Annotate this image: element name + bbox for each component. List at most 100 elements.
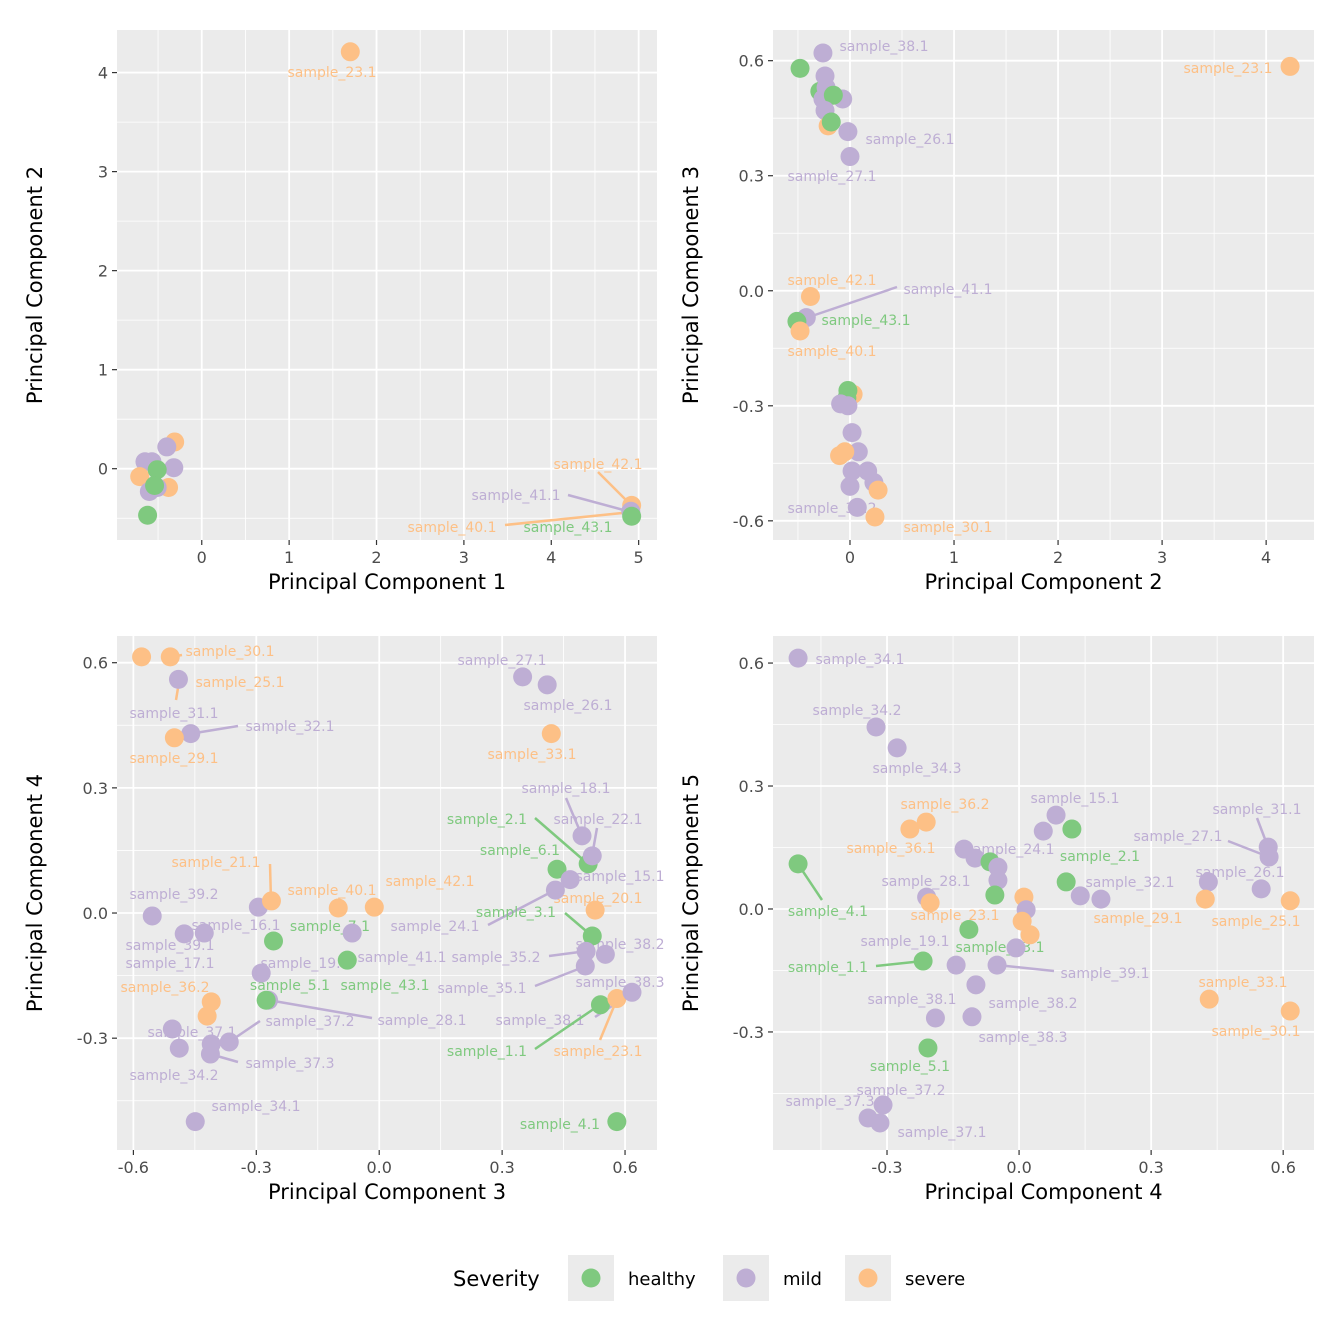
- data-point-healthy: [788, 854, 808, 874]
- data-point-mild: [1006, 938, 1026, 958]
- data-point-mild: [988, 857, 1008, 877]
- data-point-severe: [340, 42, 360, 62]
- data-point-mild: [1070, 886, 1090, 906]
- y-tick-label: 0.6: [739, 654, 764, 673]
- x-tick-label: 3: [1157, 548, 1167, 567]
- point-label: sample_28.1: [881, 874, 970, 890]
- point-label: sample_5.1: [250, 978, 330, 994]
- data-point-healthy: [913, 951, 933, 971]
- point-label: sample_22.1: [553, 812, 642, 828]
- label-leader-line: [267, 998, 373, 1020]
- data-point-healthy: [622, 506, 642, 526]
- x-tick-label: -0.6: [118, 1158, 149, 1177]
- point-label: sample_16.1: [191, 918, 280, 934]
- point-label: sample_34.1: [815, 652, 904, 668]
- point-label: sample_35.1: [437, 981, 526, 997]
- x-axis-title: Principal Component 2: [924, 570, 1162, 594]
- point-label: sample_36.2: [900, 797, 989, 813]
- data-point-mild: [181, 724, 201, 744]
- data-point-healthy: [985, 885, 1005, 905]
- data-point-healthy: [256, 990, 276, 1010]
- x-tick-label: -0.3: [241, 1158, 272, 1177]
- x-tick-label: 0.3: [489, 1158, 514, 1177]
- data-point-mild: [842, 461, 862, 481]
- point-label: sample_37.3: [785, 1094, 874, 1110]
- data-point-severe: [865, 507, 885, 527]
- point-label: sample_21.1: [171, 855, 260, 871]
- point-label: sample_37.2: [265, 1014, 354, 1030]
- point-label: sample_38.1: [867, 992, 956, 1008]
- data-point-mild: [162, 1019, 182, 1039]
- y-tick-label: 0.6: [83, 654, 108, 673]
- x-tick-label: 0.6: [1270, 1158, 1295, 1177]
- data-point-mild: [582, 846, 602, 866]
- data-point-severe: [1280, 56, 1300, 76]
- y-tick-label: 3: [98, 163, 108, 182]
- data-point-severe: [1280, 891, 1300, 911]
- data-point-severe: [916, 812, 936, 832]
- point-label: sample_3.1: [476, 905, 556, 921]
- data-point-mild: [174, 924, 194, 944]
- x-tick-label: 1: [949, 548, 959, 567]
- point-label: sample_23.1: [287, 65, 376, 81]
- data-point-mild: [848, 442, 868, 462]
- point-label: sample_26.1: [865, 132, 954, 148]
- data-point-healthy: [918, 1038, 938, 1058]
- point-label: sample_6.1: [480, 843, 560, 859]
- point-label: sample_4.1: [520, 1117, 600, 1133]
- label-leader-line: [567, 493, 632, 514]
- x-tick-label: 4: [546, 548, 556, 567]
- point-label: sample_18.1: [521, 781, 610, 797]
- data-point-mild: [842, 423, 862, 443]
- plot-background: [773, 636, 1314, 1150]
- data-point-mild: [838, 396, 858, 416]
- data-point-healthy: [821, 112, 841, 132]
- plot-background: [117, 636, 657, 1150]
- data-point-mild: [157, 437, 177, 457]
- point-label: sample_34.1: [211, 1099, 300, 1115]
- point-label: sample_38.1: [495, 1013, 584, 1029]
- point-label: sample_29.1: [129, 751, 218, 767]
- data-point-healthy: [145, 476, 165, 496]
- data-point-severe: [364, 897, 384, 917]
- data-point-healthy: [959, 919, 979, 939]
- legend-title: Severity: [453, 1267, 540, 1291]
- data-point-healthy: [582, 926, 602, 946]
- point-label: sample_41.1: [471, 488, 560, 504]
- point-label: sample_42.1: [553, 457, 642, 473]
- legend-symbol-healthy: [581, 1268, 601, 1288]
- x-axis-title: Principal Component 4: [924, 1180, 1162, 1204]
- panel-4: -0.3 0.0 0.3 0.6 -0.3 0.0 0.3 0.6 Principal Comp…: [679, 636, 1314, 1204]
- y-tick-label: 0: [98, 460, 108, 479]
- point-label: sample_40.1: [787, 344, 876, 360]
- y-tick-label: 1: [98, 361, 108, 380]
- data-point-mild: [813, 43, 833, 63]
- data-point-severe: [132, 647, 152, 667]
- x-tick-label: 0: [197, 548, 207, 567]
- data-point-severe: [585, 900, 605, 920]
- data-point-severe: [1199, 989, 1219, 1009]
- point-label: sample_17.1: [125, 956, 214, 972]
- point-label: sample_39.1: [1060, 966, 1149, 982]
- point-label: sample_40.1: [287, 883, 376, 899]
- y-tick-label: 0.0: [739, 900, 764, 919]
- legend-label-healthy: healthy: [628, 1269, 696, 1290]
- plot-background: [117, 30, 657, 540]
- y-tick-label: -0.3: [77, 1029, 108, 1048]
- data-point-healthy: [138, 505, 158, 525]
- y-tick-label: -0.6: [733, 512, 764, 531]
- point-label: sample_31.1: [129, 706, 218, 722]
- point-label: sample_34.2: [812, 703, 901, 719]
- data-point-severe: [835, 442, 855, 462]
- y-tick-label: -0.3: [733, 1023, 764, 1042]
- data-point-healthy: [1056, 872, 1076, 892]
- y-tick-label: 0.6: [739, 52, 764, 71]
- point-label: sample_38.3: [978, 1030, 1067, 1046]
- data-point-mild: [965, 848, 985, 868]
- data-point-severe: [130, 467, 150, 487]
- data-point-mild: [987, 955, 1007, 975]
- point-label: sample_37.1: [897, 1125, 986, 1141]
- point-label: sample_4.1: [788, 904, 868, 920]
- point-label: sample_1.1: [788, 960, 868, 976]
- point-label: sample_15.1: [575, 869, 664, 885]
